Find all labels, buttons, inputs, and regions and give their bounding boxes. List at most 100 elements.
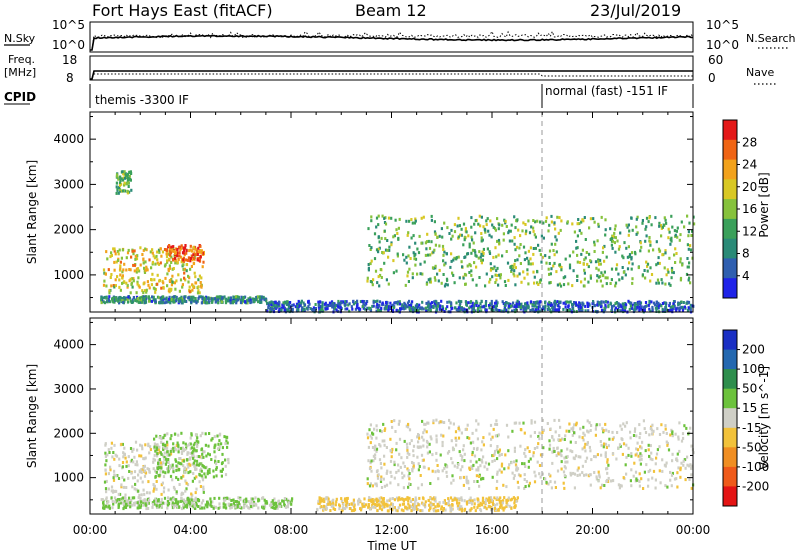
heatmap-cell — [148, 451, 151, 455]
heatmap-cell — [338, 306, 341, 309]
heatmap-cell — [611, 452, 615, 455]
heatmap-cell — [464, 282, 467, 286]
heatmap-cell — [162, 475, 166, 479]
heatmap-cell — [499, 276, 502, 280]
heatmap-cell — [630, 452, 633, 456]
heatmap-cell — [112, 476, 115, 480]
heatmap-cell — [664, 218, 667, 222]
heatmap-cell — [560, 454, 563, 458]
heatmap-cell — [190, 265, 193, 268]
heatmap-cell — [461, 455, 464, 459]
heatmap-cell — [426, 441, 429, 445]
heatmap-cell — [417, 468, 420, 472]
heatmap-cell — [667, 236, 670, 240]
heatmap-cell — [177, 246, 181, 250]
heatmap-cell — [280, 306, 283, 310]
heatmap-cell — [474, 509, 477, 513]
heatmap-cell — [133, 269, 136, 273]
heatmap-cell — [158, 504, 161, 507]
heatmap-cell — [206, 469, 210, 473]
heatmap-cell — [582, 425, 585, 429]
heatmap-cell — [541, 431, 544, 434]
heatmap-cell — [628, 261, 631, 265]
heatmap-cell — [239, 301, 243, 305]
heatmap-cell — [220, 474, 223, 478]
heatmap-cell — [186, 458, 189, 462]
heatmap-cell — [477, 304, 481, 308]
heatmap-cell — [451, 446, 455, 450]
heatmap-cell — [169, 251, 172, 255]
heatmap-cell — [507, 449, 510, 453]
heatmap-cell — [103, 506, 106, 510]
heatmap-cell — [102, 283, 106, 287]
heatmap-cell — [513, 499, 517, 502]
heatmap-cell — [472, 463, 475, 467]
heatmap-cell — [388, 307, 391, 311]
heatmap-cell — [273, 304, 276, 307]
heatmap-cell — [641, 221, 644, 225]
heatmap-cell — [277, 500, 280, 504]
heatmap-cell — [527, 459, 530, 463]
heatmap-cell — [564, 434, 567, 438]
heatmap-cell — [192, 245, 195, 249]
heatmap-cell — [107, 448, 110, 452]
heatmap-cell — [116, 187, 119, 191]
heatmap-cell — [196, 436, 199, 440]
heatmap-cell — [291, 304, 294, 307]
heatmap-cell — [684, 466, 687, 470]
heatmap-cell — [204, 443, 207, 447]
heatmap-cell — [172, 245, 175, 249]
heatmap-cell — [118, 183, 122, 187]
heatmap-cell — [151, 502, 155, 506]
heatmap-cell — [515, 302, 518, 306]
heatmap-cell — [292, 303, 295, 307]
heatmap-cell — [627, 233, 630, 237]
heatmap-cell — [198, 256, 201, 260]
heatmap-cell — [496, 472, 499, 476]
heatmap-cell — [258, 498, 261, 502]
heatmap-cell — [431, 497, 434, 501]
heatmap-cell — [279, 502, 282, 506]
heatmap-cell — [188, 501, 192, 505]
heatmap-cell — [667, 448, 671, 452]
heatmap-cell — [375, 305, 378, 309]
heatmap-cell — [114, 284, 117, 288]
heatmap-cell — [329, 509, 332, 512]
heatmap-cell — [369, 262, 372, 266]
heatmap-cell — [480, 458, 483, 462]
heatmap-cell — [150, 278, 153, 282]
heatmap-cell — [640, 245, 643, 249]
heatmap-cell — [176, 441, 179, 445]
heatmap-cell — [473, 480, 476, 483]
colorbar-tick-label: 28 — [742, 135, 757, 149]
heatmap-cell — [472, 440, 475, 444]
heatmap-cell — [186, 462, 189, 466]
heatmap-cell — [121, 496, 125, 500]
heatmap-cell — [644, 239, 647, 243]
heatmap-cell — [166, 500, 169, 503]
heatmap-cell — [601, 274, 604, 278]
heatmap-cell — [225, 496, 228, 500]
heatmap-cell — [450, 252, 453, 256]
heatmap-cell — [136, 506, 139, 510]
heatmap-cell — [332, 304, 335, 307]
heatmap-cell — [638, 480, 641, 483]
heatmap-cell — [532, 270, 535, 274]
heatmap-cell — [389, 449, 392, 453]
heatmap-cell — [230, 503, 233, 507]
heatmap-cell — [512, 266, 515, 270]
heatmap-cell — [137, 473, 140, 477]
heatmap-cell — [118, 181, 122, 185]
heatmap-cell — [496, 434, 499, 438]
heatmap-cell — [128, 174, 131, 178]
heatmap-cell — [550, 220, 553, 224]
heatmap-cell — [193, 299, 197, 303]
heatmap-cell — [668, 304, 671, 307]
heatmap-cell — [639, 241, 642, 245]
heatmap-cell — [471, 278, 474, 282]
heatmap-cell — [398, 302, 402, 306]
heatmap-cell — [202, 485, 205, 489]
heatmap-cell — [408, 303, 411, 307]
heatmap-cell — [571, 433, 574, 437]
heatmap-cell — [434, 499, 437, 503]
